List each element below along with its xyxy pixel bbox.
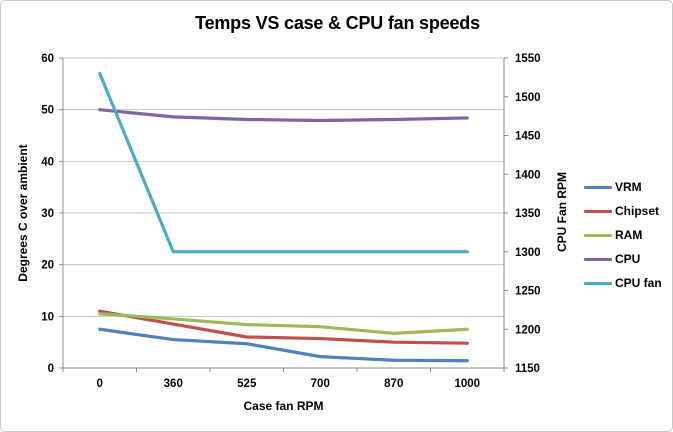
series-line-cpu [98, 108, 469, 123]
tick-label: 700 [311, 378, 330, 390]
tick-label: 1500 [515, 92, 541, 104]
legend-item-cpu: CPU [584, 252, 640, 266]
legend-item-cpu-fan: CPU fan [584, 276, 662, 290]
left-axis-title: Degrees C over ambient [16, 144, 30, 282]
tick-label: 1450 [515, 131, 541, 143]
tick-label: 0 [48, 363, 54, 375]
legend-swatch [584, 233, 612, 237]
legend-label: CPU fan [615, 276, 662, 290]
legend-label: VRM [615, 180, 642, 194]
tick-label: 1300 [515, 247, 541, 259]
tick-label: 1400 [515, 169, 541, 181]
tick-label: 1350 [515, 208, 541, 220]
tick-label: 870 [384, 378, 403, 390]
legend-label: RAM [615, 228, 643, 242]
tick-label: 1250 [515, 286, 541, 298]
series-line-vrm [98, 327, 469, 363]
legend-swatch [584, 281, 612, 285]
tick-label: 10 [41, 311, 54, 323]
tick-label: 40 [41, 156, 54, 168]
tick-label: 1150 [515, 363, 540, 375]
tick-label: 0 [97, 378, 103, 390]
legend-item-chipset: Chipset [584, 204, 659, 218]
tick-label: 1550 [515, 53, 541, 65]
legend-swatch [584, 257, 612, 261]
tick-label: 525 [237, 378, 257, 390]
chart-title: Temps VS case & CPU fan speeds [195, 13, 480, 33]
legend-item-ram: RAM [584, 228, 642, 242]
legend-label: CPU [615, 252, 641, 266]
legend-swatch [584, 185, 612, 189]
legend-swatch [584, 209, 612, 213]
right-axis-title: CPU Fan RPM [555, 172, 569, 253]
legend-label: Chipset [615, 204, 660, 218]
tick-label: 20 [41, 260, 54, 272]
tick-label: 1000 [454, 378, 480, 390]
legend-item-vrm: VRM [584, 180, 642, 194]
tick-label: 1200 [515, 324, 541, 336]
series-line-ram [98, 312, 469, 335]
series-line-chipset [98, 309, 469, 345]
tick-label: 60 [41, 53, 54, 65]
tick-label: 30 [41, 208, 54, 220]
series-line-cpu-fan [98, 71, 469, 254]
tick-label: 360 [164, 378, 183, 390]
x-axis-title: Case fan RPM [243, 399, 324, 413]
tick-label: 50 [41, 105, 54, 117]
